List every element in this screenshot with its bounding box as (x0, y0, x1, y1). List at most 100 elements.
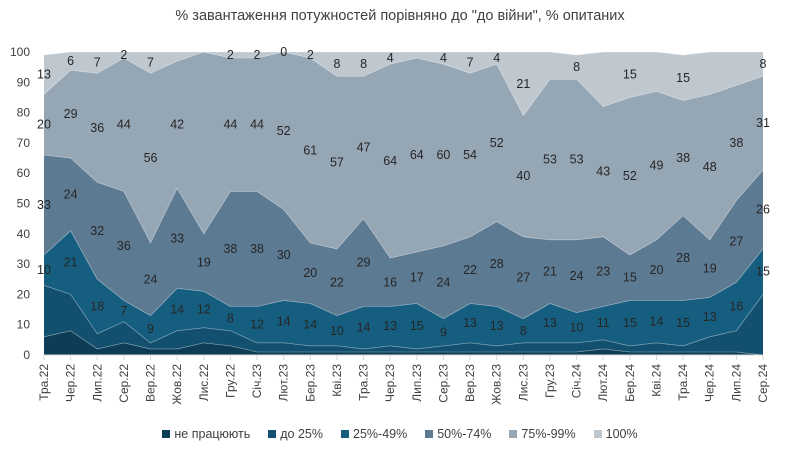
data-label: 15 (676, 316, 690, 330)
data-label: 28 (490, 257, 504, 271)
x-tick-label: Чер.23 (383, 364, 397, 402)
y-tick-label: 80 (17, 106, 31, 120)
data-label: 7 (120, 304, 127, 318)
data-label: 7 (94, 56, 101, 70)
data-label: 26 (756, 203, 770, 217)
data-label: 11 (597, 316, 610, 330)
area-25-49- (44, 230, 763, 349)
data-label: 52 (277, 124, 291, 138)
data-label: 13 (37, 68, 51, 82)
area-75-99- (44, 52, 763, 259)
data-label: 21 (516, 77, 530, 91)
data-label: 24 (436, 275, 450, 289)
x-tick-label: Січ.24 (570, 364, 584, 399)
data-label: 44 (117, 118, 131, 132)
x-tick-label: Вер.22 (144, 364, 158, 402)
data-label: 14 (277, 315, 291, 329)
data-label: 8 (760, 57, 767, 71)
data-label: 6 (67, 54, 74, 68)
x-tick-label: Лип.24 (729, 364, 743, 402)
data-label: 4 (493, 51, 500, 65)
area-50-74- (44, 155, 763, 319)
legend-item: 100% (593, 427, 638, 441)
y-tick-label: 100 (10, 45, 30, 59)
data-label: 24 (144, 272, 158, 286)
legend-item: не працюють (162, 427, 250, 441)
y-tick-label: 70 (17, 136, 31, 150)
data-label: 17 (410, 271, 424, 285)
legend-label: 25%-49% (353, 427, 408, 441)
data-label: 15 (623, 68, 637, 82)
data-label: 27 (729, 234, 743, 248)
data-label: 56 (144, 151, 158, 165)
area-не-працюють (44, 330, 763, 355)
data-label: 49 (650, 159, 664, 173)
data-label: 14 (357, 321, 371, 335)
data-label: 12 (250, 318, 264, 332)
legend-label: 50%-74% (437, 427, 492, 441)
x-tick-label: Тра.23 (357, 364, 371, 401)
data-label: 15 (410, 319, 424, 333)
data-label: 22 (463, 263, 477, 277)
legend-label: не працюють (174, 427, 251, 441)
data-label: 2 (120, 48, 127, 62)
x-tick-label: Чер.24 (703, 364, 717, 402)
legend-swatch (268, 430, 277, 438)
x-tick-label: Сер.23 (436, 364, 450, 403)
y-tick-label: 40 (17, 227, 31, 241)
data-label: 38 (250, 242, 264, 256)
data-label: 18 (90, 300, 104, 314)
data-label: 7 (467, 56, 474, 70)
data-label: 13 (703, 310, 717, 324)
data-label: 10 (570, 321, 584, 335)
x-tick-label: Тра.22 (37, 364, 51, 401)
legend-label: 75%-99% (521, 427, 576, 441)
area-layers (44, 52, 763, 355)
x-tick-label: Кві.24 (649, 364, 663, 397)
data-labels: 10 21 18 7 9 14 12 8 12 14 14 10 14 13 15 9 13 13 8 13 10 11 1… (37, 45, 770, 339)
x-tick-label: Бер.24 (623, 364, 637, 402)
data-label: 4 (440, 51, 447, 65)
data-label: 15 (623, 316, 637, 330)
data-label: 0 (280, 45, 287, 59)
data-label: 40 (516, 169, 530, 183)
x-tick-label: Чер.22 (64, 364, 78, 402)
data-label: 52 (490, 136, 504, 150)
y-tick-label: 30 (17, 257, 31, 271)
data-label: 53 (570, 153, 584, 167)
y-axis: 0 10 20 30 40 50 60 70 80 90 100 (10, 45, 30, 362)
area-borders (43, 51, 764, 356)
data-label: 60 (436, 148, 450, 162)
data-label: 2 (307, 48, 314, 62)
data-label: 29 (357, 256, 371, 270)
data-label: 23 (596, 265, 610, 279)
legend-item: 25%-49% (341, 427, 407, 441)
data-label: 14 (170, 303, 184, 317)
data-label: 19 (703, 262, 717, 276)
y-tick-label: 10 (17, 318, 31, 332)
x-tick-label: Вер.23 (463, 364, 477, 402)
data-label: 9 (440, 325, 447, 339)
data-label: 42 (170, 118, 184, 132)
data-label: 33 (37, 198, 51, 212)
data-label: 36 (90, 121, 104, 135)
data-label: 7 (147, 56, 154, 70)
data-label: 29 (64, 107, 78, 121)
area-border (43, 154, 764, 259)
area-border (43, 284, 764, 350)
data-label: 24 (570, 269, 584, 283)
x-tick-label: Січ.23 (250, 364, 264, 399)
data-label: 8 (227, 312, 234, 326)
data-label: 4 (387, 51, 394, 65)
chart-title: % завантаження потужностей порівняно до … (175, 8, 625, 24)
data-label: 28 (676, 251, 690, 265)
data-label: 8 (520, 324, 527, 338)
data-label: 8 (333, 57, 340, 71)
data-label: 14 (303, 318, 317, 332)
data-label: 19 (197, 256, 211, 270)
data-label: 31 (756, 116, 770, 130)
x-tick-label: Лис.23 (516, 364, 530, 402)
data-label: 61 (303, 143, 317, 157)
y-tick-label: 90 (17, 75, 31, 89)
